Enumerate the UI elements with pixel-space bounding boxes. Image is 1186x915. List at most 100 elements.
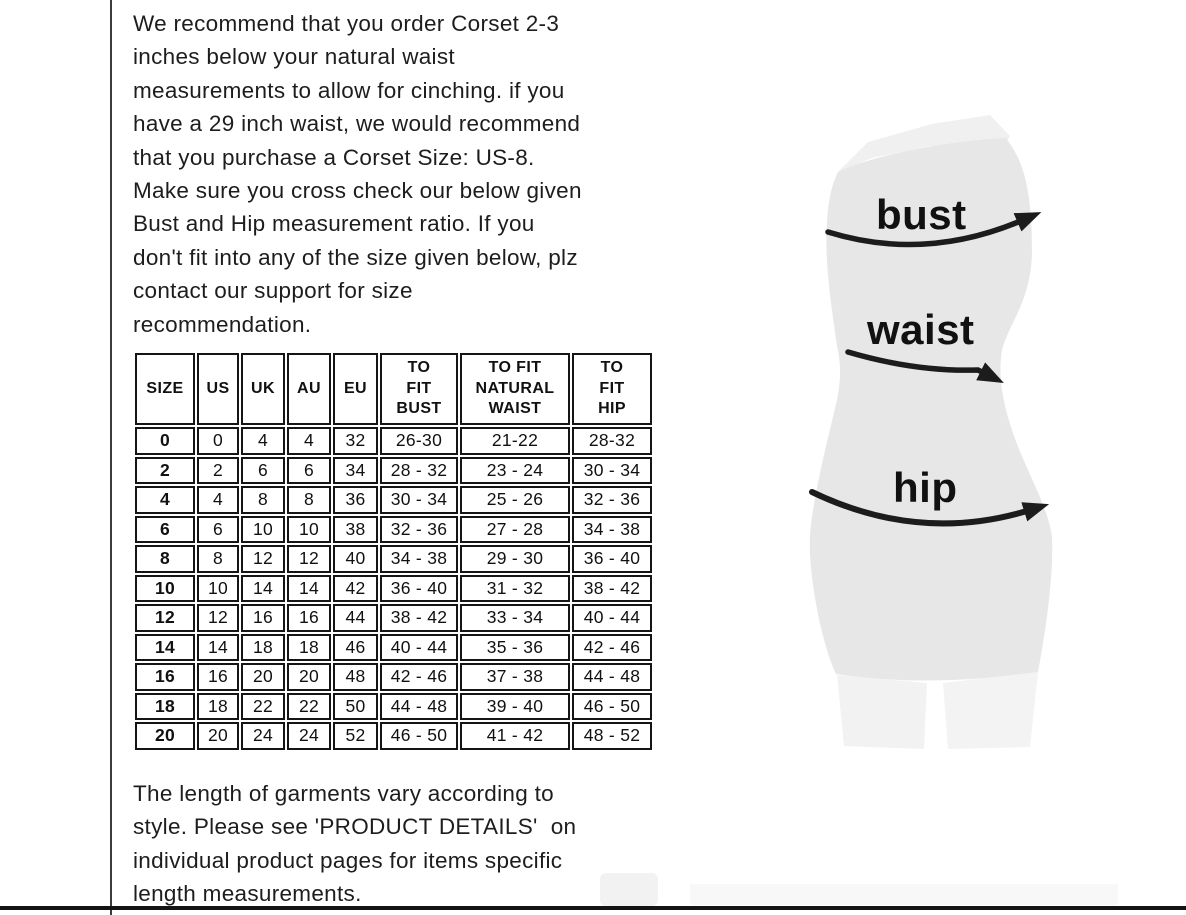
table-row: 0 0 4 4 32 26-30 21-22 28-32 (135, 427, 652, 455)
measurement-figure (780, 100, 1090, 780)
table-cell: 50 (333, 692, 378, 720)
table-row: 18 18 22 22 50 44 - 48 39 - 40 46 - 50 (135, 692, 652, 720)
table-header-row: SIZE US UK AU EU TO FIT BUST TO FIT NATURAL WA… (135, 353, 652, 425)
table-cell: 52 (333, 722, 378, 750)
table-row: 6 6 10 10 38 32 - 36 27 - 28 34 - 38 (135, 515, 652, 543)
faint-artifact-band (690, 884, 1118, 905)
waist-arrow-icon (845, 349, 1004, 383)
table-cell: 40 (333, 545, 378, 573)
table-cell: 12 (197, 604, 239, 632)
table-cell: 46 (333, 633, 378, 661)
size-chart-table-body: 0 0 4 4 32 26-30 21-22 28-32 2 2 6 6 34 28 - 32 23 - 2… (135, 427, 652, 750)
table-cell: 30 - 34 (572, 456, 652, 484)
table-row: 4 4 8 8 36 30 - 34 25 - 26 32 - 36 (135, 486, 652, 514)
table-cell: 40 - 44 (380, 633, 458, 661)
chest-highlight-shape (838, 115, 1010, 172)
table-cell: 6 (197, 515, 239, 543)
right-leg-shape (943, 672, 1038, 749)
table-header-cell: TO FIT BUST (380, 353, 458, 425)
table-cell: 16 (287, 604, 331, 632)
table-row: 20 20 24 24 52 46 - 50 41 - 42 48 - 52 (135, 722, 652, 750)
table-cell: 12 (287, 545, 331, 573)
table-cell: 28 - 32 (380, 456, 458, 484)
table-cell: 46 - 50 (380, 722, 458, 750)
table-cell: 46 - 50 (572, 692, 652, 720)
table-cell: 18 (197, 692, 239, 720)
table-cell: 29 - 30 (460, 545, 570, 573)
table-cell: 44 (333, 604, 378, 632)
table-cell: 8 (197, 545, 239, 573)
table-row: 16 16 20 20 48 42 - 46 37 - 38 44 - 48 (135, 663, 652, 691)
table-header-cell: SIZE (135, 353, 195, 425)
table-header-cell: UK (241, 353, 285, 425)
table-cell: 0 (197, 427, 239, 455)
intro-paragraph: We recommend that you order Corset 2-3 i… (133, 11, 582, 337)
left-divider-line (110, 0, 112, 915)
table-header-cell: US (197, 353, 239, 425)
table-header-cell: AU (287, 353, 331, 425)
table-cell: 22 (287, 692, 331, 720)
table-cell: 36 - 40 (572, 545, 652, 573)
size-chart-table: SIZE US UK AU EU TO FIT BUST TO FIT NATURAL WA… (133, 351, 654, 752)
table-cell: 4 (241, 427, 285, 455)
waist-label: waist (867, 306, 975, 353)
hip-label: hip (893, 464, 958, 511)
table-cell: 32 (333, 427, 378, 455)
table-cell: 38 - 42 (380, 604, 458, 632)
table-cell: 32 - 36 (380, 515, 458, 543)
table-cell: 31 - 32 (460, 574, 570, 602)
footer-paragraph: The length of garments vary according to… (133, 781, 577, 907)
bust-arrow-icon (825, 212, 1042, 248)
table-cell: 38 (333, 515, 378, 543)
table-cell: 33 - 34 (460, 604, 570, 632)
table-cell: 0 (135, 427, 195, 455)
size-chart-table-head: SIZE US UK AU EU TO FIT BUST TO FIT NATURAL WA… (135, 353, 652, 425)
table-cell: 42 - 46 (380, 663, 458, 691)
table-cell: 14 (197, 633, 239, 661)
table-cell: 6 (287, 456, 331, 484)
table-row: 2 2 6 6 34 28 - 32 23 - 24 30 - 34 (135, 456, 652, 484)
table-header-cell: TO FIT NATURAL WAIST (460, 353, 570, 425)
table-cell: 40 - 44 (572, 604, 652, 632)
table-cell: 18 (241, 633, 285, 661)
table-cell: 6 (241, 456, 285, 484)
bust-label: bust (876, 191, 967, 238)
table-cell: 20 (241, 663, 285, 691)
table-cell: 16 (135, 663, 195, 691)
table-cell: 26-30 (380, 427, 458, 455)
bottom-border-line (0, 906, 1186, 910)
table-cell: 37 - 38 (460, 663, 570, 691)
table-cell: 44 - 48 (572, 663, 652, 691)
table-cell: 38 - 42 (572, 574, 652, 602)
table-cell: 6 (135, 515, 195, 543)
table-cell: 34 - 38 (380, 545, 458, 573)
table-cell: 35 - 36 (460, 633, 570, 661)
table-cell: 28-32 (572, 427, 652, 455)
table-cell: 12 (241, 545, 285, 573)
body-silhouette (809, 115, 1053, 749)
table-cell: 10 (135, 574, 195, 602)
table-cell: 4 (197, 486, 239, 514)
table-header-cell: TO FIT HIP (572, 353, 652, 425)
table-cell: 41 - 42 (460, 722, 570, 750)
table-row: 8 8 12 12 40 34 - 38 29 - 30 36 - 40 (135, 545, 652, 573)
table-cell: 36 - 40 (380, 574, 458, 602)
table-cell: 18 (287, 633, 331, 661)
table-header-cell: EU (333, 353, 378, 425)
table-cell: 4 (135, 486, 195, 514)
table-cell: 4 (287, 427, 331, 455)
left-leg-shape (837, 675, 927, 749)
table-cell: 25 - 26 (460, 486, 570, 514)
table-cell: 12 (135, 604, 195, 632)
table-row: 12 12 16 16 44 38 - 42 33 - 34 40 - 44 (135, 604, 652, 632)
table-cell: 8 (241, 486, 285, 514)
table-cell: 10 (241, 515, 285, 543)
torso-shape (809, 138, 1053, 681)
table-cell: 2 (135, 456, 195, 484)
table-cell: 10 (287, 515, 331, 543)
table-cell: 18 (135, 692, 195, 720)
table-cell: 14 (241, 574, 285, 602)
faint-artifact-patch (600, 873, 658, 906)
table-cell: 48 (333, 663, 378, 691)
